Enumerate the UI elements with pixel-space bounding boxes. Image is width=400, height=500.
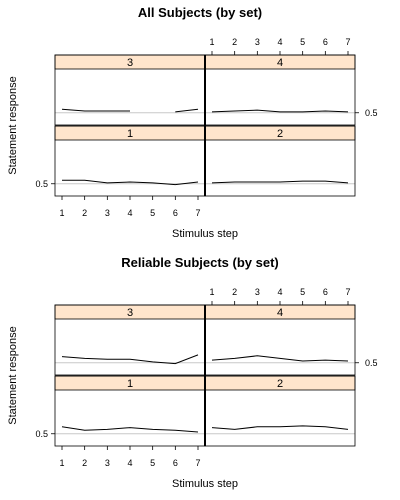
x-tick-label: 1	[209, 287, 214, 297]
series-line	[211, 180, 349, 184]
panel-set-4: 4	[204, 54, 356, 126]
x-tick-label: 5	[150, 458, 155, 468]
x-tick-label: 5	[300, 287, 305, 297]
chart-1: All Subjects (by set) Stimulus step Statem…	[7, 5, 378, 240]
chart-title: All Subjects (by set)	[138, 5, 262, 20]
strip-label: 3	[127, 307, 133, 319]
x-tick-label: 1	[59, 458, 64, 468]
panel-set-3: 3	[54, 304, 206, 376]
x-tick-label: 1	[59, 208, 64, 218]
x-tick-label: 7	[345, 37, 350, 47]
strip-label: 1	[127, 128, 133, 140]
x-tick-label: 3	[255, 287, 260, 297]
x-tick-label: 5	[150, 208, 155, 218]
x-tick-label: 5	[300, 37, 305, 47]
strip-label: 4	[277, 57, 283, 69]
strip-label: 2	[277, 378, 283, 390]
y-tick-label: 0.5	[365, 358, 378, 368]
x-tick-label: 2	[82, 208, 87, 218]
x-tick-label: 3	[105, 458, 110, 468]
x-tick-label: 2	[232, 287, 237, 297]
panel-set-3: 3	[54, 54, 206, 126]
x-tick-label: 4	[127, 208, 132, 218]
y-tick-label: 0.5	[35, 429, 48, 439]
x-tick-label: 2	[232, 37, 237, 47]
chart-2: Reliable Subjects (by set) Stimulus step S…	[7, 255, 378, 490]
series-line	[62, 179, 199, 186]
panel-set-2: 2	[204, 375, 356, 447]
x-tick-label: 7	[345, 287, 350, 297]
y-tick-label: 0.5	[35, 179, 48, 189]
chart-title: Reliable Subjects (by set)	[121, 255, 279, 270]
y-axis-label: Statement response	[7, 76, 19, 174]
x-tick-label: 7	[195, 208, 200, 218]
series-line	[175, 108, 199, 113]
panel-set-4: 4	[204, 304, 356, 376]
strip-label: 3	[127, 57, 133, 69]
x-tick-label: 4	[277, 287, 282, 297]
x-tick-label: 6	[323, 37, 328, 47]
x-tick-label: 3	[255, 37, 260, 47]
series-line	[211, 355, 349, 362]
x-tick-label: 6	[323, 287, 328, 297]
strip-label: 2	[277, 128, 283, 140]
panel-set-1: 1	[54, 375, 206, 447]
x-tick-label: 4	[277, 37, 282, 47]
x-tick-label: 6	[173, 458, 178, 468]
x-axis-label: Stimulus step	[172, 478, 238, 490]
panel-set-2: 2	[204, 125, 356, 197]
strip-label: 1	[127, 378, 133, 390]
series-line	[211, 425, 349, 430]
panel-set-1: 1	[54, 125, 206, 197]
x-tick-label: 7	[195, 458, 200, 468]
series-line	[211, 109, 349, 113]
x-tick-label: 6	[173, 208, 178, 218]
series-line	[61, 108, 130, 112]
y-tick-label: 0.5	[365, 108, 378, 118]
series-line	[61, 426, 199, 433]
y-axis-label: Statement response	[7, 326, 19, 424]
x-tick-label: 2	[82, 458, 87, 468]
series-line	[61, 354, 199, 365]
x-tick-label: 4	[127, 458, 132, 468]
x-tick-label: 1	[209, 37, 214, 47]
x-axis-label: Stimulus step	[172, 228, 238, 240]
x-tick-label: 3	[105, 208, 110, 218]
strip-label: 4	[277, 307, 283, 319]
